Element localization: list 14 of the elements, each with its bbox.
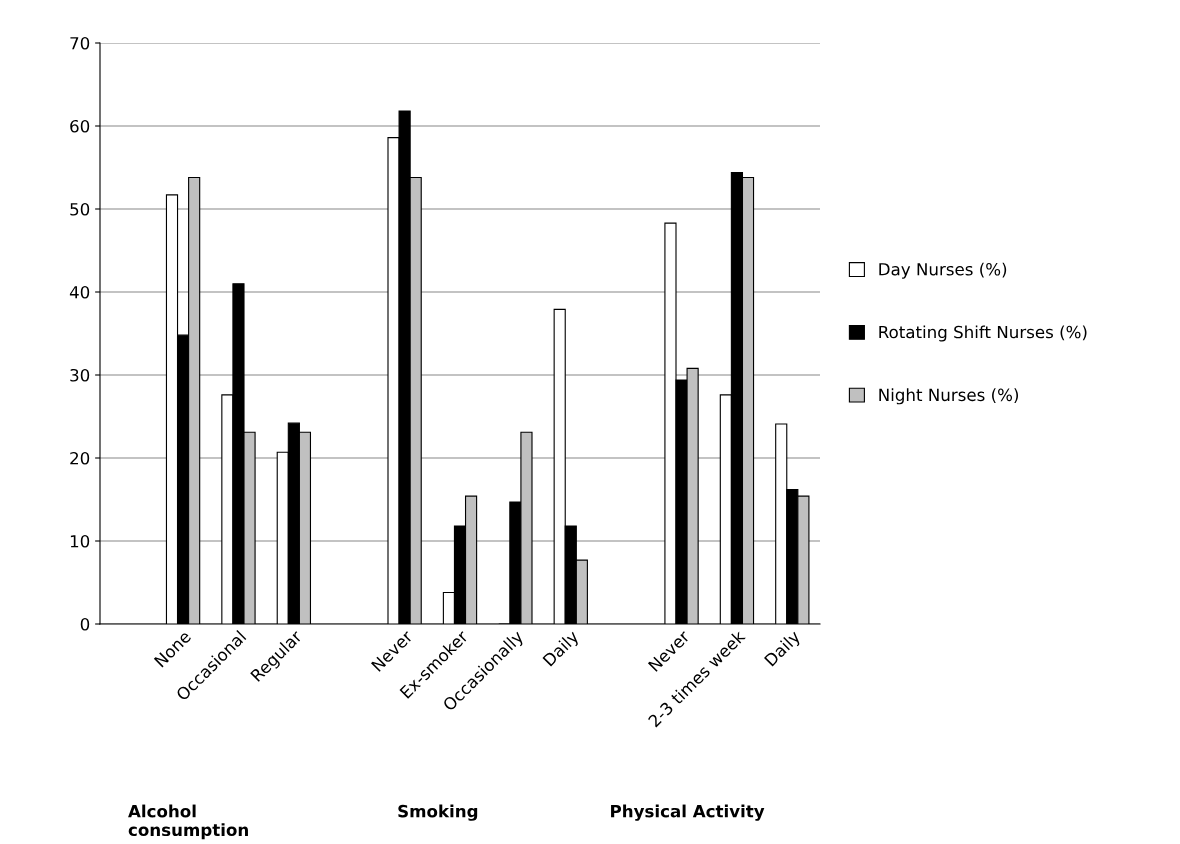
y-tick-label: 0 <box>80 617 90 631</box>
legend-label: Night Nurses (%) <box>879 388 1019 405</box>
y-tick-label: 10 <box>70 534 90 548</box>
y-tick-label: 40 <box>69 285 90 299</box>
y-tick-label: 70 <box>70 36 90 50</box>
text: Alcohol consumption <box>128 804 248 840</box>
legend-label: Day Nurses (%) <box>879 262 1007 279</box>
y-tick-label: 60 <box>70 119 90 133</box>
y-tick-label: 30 <box>70 368 90 382</box>
text: Smoking <box>398 804 478 821</box>
legend-label: Rotating Shift Nurses (%) <box>879 325 1087 342</box>
y-tick-label: 50 <box>70 202 90 216</box>
y-tick-label: 20 <box>70 451 90 465</box>
text: Physical Activity <box>611 804 765 821</box>
